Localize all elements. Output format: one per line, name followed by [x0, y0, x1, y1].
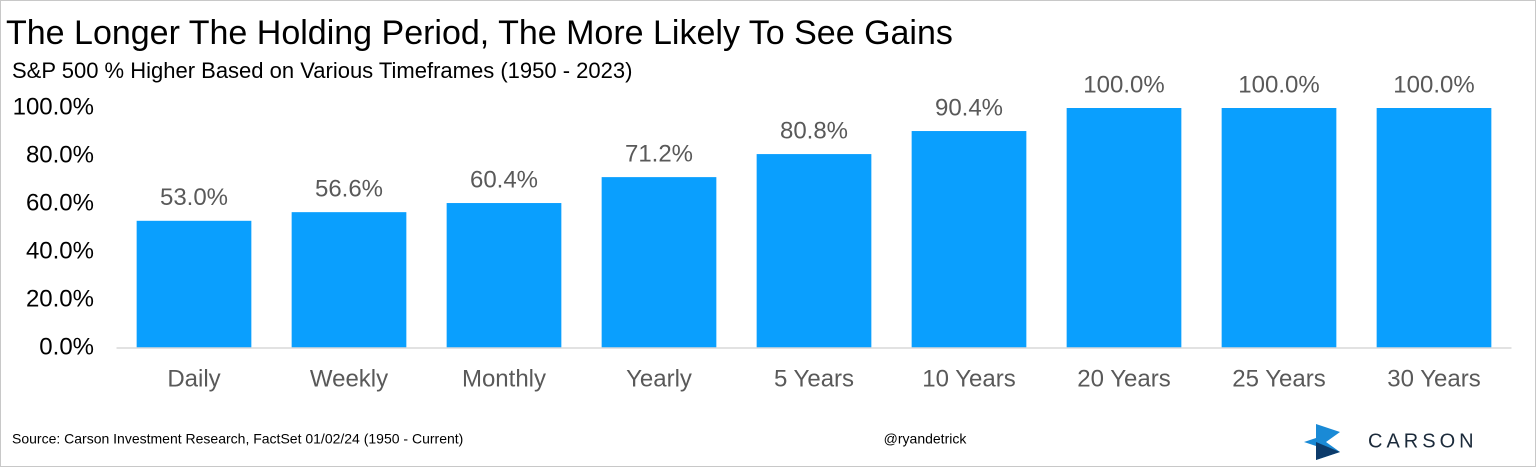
x-tick-label: 25 Years	[1232, 365, 1325, 392]
logo: CARSON	[1304, 424, 1478, 460]
x-tick-label: Weekly	[310, 365, 388, 392]
y-tick-label: 100.0%	[13, 93, 94, 120]
data-label: 100.0%	[1083, 71, 1164, 98]
chart-subtitle: S&P 500 % Higher Based on Various Timefr…	[12, 58, 632, 83]
data-label: 71.2%	[625, 140, 693, 167]
chart-title: The Longer The Holding Period, The More …	[6, 14, 953, 52]
bar	[136, 220, 252, 348]
x-tick-label: 30 Years	[1387, 365, 1480, 392]
y-tick-label: 60.0%	[26, 189, 94, 216]
bar	[601, 177, 717, 348]
y-tick-label: 0.0%	[39, 333, 94, 360]
data-label: 53.0%	[160, 184, 228, 211]
y-tick-label: 20.0%	[26, 285, 94, 312]
data-label: 80.8%	[780, 117, 848, 144]
bar	[446, 203, 562, 348]
author-handle: @ryandetrick	[884, 431, 968, 447]
bar	[1066, 108, 1182, 348]
data-label: 90.4%	[935, 94, 1003, 121]
y-tick-label: 40.0%	[26, 237, 94, 264]
bar	[756, 154, 872, 348]
bar	[1376, 108, 1492, 348]
source-note: Source: Carson Investment Research, Fact…	[12, 431, 463, 447]
data-label: 100.0%	[1238, 71, 1319, 98]
bar	[911, 131, 1027, 348]
logo-text: CARSON	[1368, 430, 1478, 452]
bar	[1221, 108, 1337, 348]
logo-mark-dark	[1316, 442, 1340, 460]
data-label: 100.0%	[1393, 71, 1474, 98]
bar	[291, 212, 407, 348]
y-tick-label: 80.0%	[26, 141, 94, 168]
x-tick-label: 10 Years	[922, 365, 1015, 392]
data-label: 56.6%	[315, 176, 383, 203]
x-tick-label: 5 Years	[774, 365, 854, 392]
x-tick-label: Daily	[167, 365, 220, 392]
data-label: 60.4%	[470, 166, 538, 193]
x-tick-label: Yearly	[626, 365, 692, 392]
x-tick-label: 20 Years	[1077, 365, 1170, 392]
x-tick-label: Monthly	[462, 365, 546, 392]
